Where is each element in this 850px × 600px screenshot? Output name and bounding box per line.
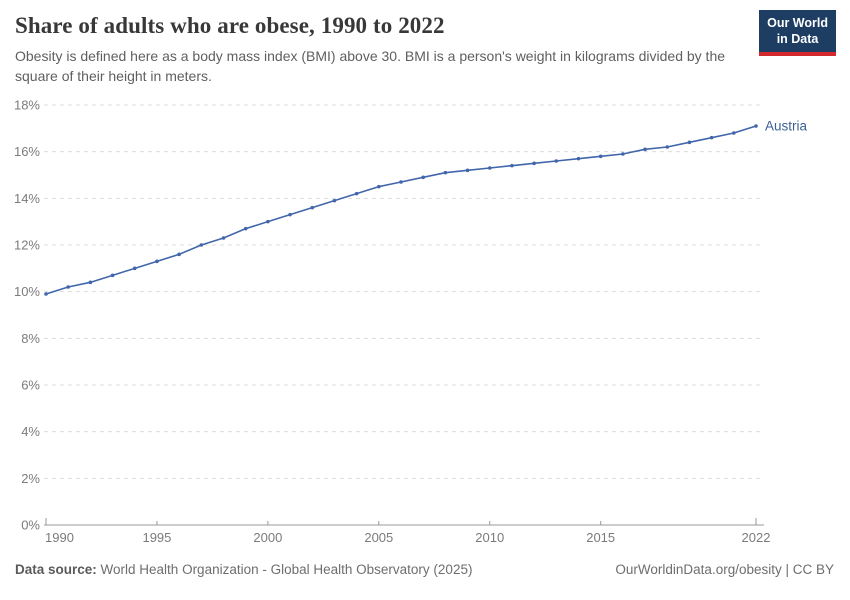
y-tick-label: 14%: [14, 190, 40, 205]
data-point[interactable]: [399, 179, 403, 184]
data-point[interactable]: [510, 163, 514, 168]
owid-logo-line2: in Data: [776, 32, 819, 47]
data-point[interactable]: [288, 212, 292, 217]
data-point[interactable]: [643, 147, 647, 151]
x-tick-label: 2000: [253, 530, 282, 545]
data-point[interactable]: [110, 273, 115, 277]
line-chart: 0% 2% 4% 6% 8% 10% 12% 14% 16% 18% 1990 1995 2000 200…: [14, 97, 808, 545]
austria-series-line[interactable]: [45, 124, 757, 295]
y-tick-label: 8%: [21, 330, 40, 345]
y-tick-label: 10%: [14, 284, 40, 299]
data-point[interactable]: [88, 280, 93, 284]
data-point[interactable]: [332, 198, 337, 203]
data-point[interactable]: [732, 130, 736, 135]
data-point[interactable]: [576, 156, 581, 161]
y-tick-label: 6%: [21, 377, 40, 392]
data-point[interactable]: [665, 144, 670, 149]
data-point[interactable]: [310, 205, 315, 210]
data-point[interactable]: [377, 184, 381, 189]
data-point[interactable]: [44, 291, 48, 296]
y-tick-label: 12%: [14, 237, 40, 252]
chart-subtitle: Obesity is defined here as a body mass i…: [15, 48, 726, 85]
data-point[interactable]: [598, 154, 603, 158]
x-tick-label: 2005: [364, 530, 393, 545]
data-point[interactable]: [243, 226, 248, 231]
y-tick-label: 18%: [14, 97, 40, 112]
data-point[interactable]: [532, 161, 536, 165]
data-point[interactable]: [754, 123, 758, 128]
data-point[interactable]: [221, 235, 226, 240]
data-point[interactable]: [621, 151, 625, 156]
data-point[interactable]: [487, 165, 492, 170]
owid-license-link[interactable]: OurWorldinData.org/obesity | CC BY: [615, 561, 834, 577]
x-tick-label: 2015: [586, 530, 615, 545]
data-point[interactable]: [66, 284, 70, 289]
y-tick-label: 0%: [21, 517, 40, 532]
page-title: Share of adults who are obese, 1990 to 2…: [15, 13, 445, 38]
chart-footer: Data source: World Health Organization -…: [0, 553, 850, 577]
data-point[interactable]: [354, 191, 359, 196]
data-point[interactable]: [421, 175, 425, 179]
chart-header: Share of adults who are obese, 1990 to 2…: [0, 0, 850, 87]
data-point[interactable]: [155, 259, 159, 263]
data-point[interactable]: [443, 170, 448, 175]
owid-logo[interactable]: Our World in Data: [759, 10, 836, 56]
data-point[interactable]: [709, 135, 714, 140]
chart-area: 0% 2% 4% 6% 8% 10% 12% 14% 16% 18% 1990 1995 2000 200…: [0, 87, 850, 553]
data-point[interactable]: [554, 158, 559, 163]
y-tick-label: 2%: [21, 470, 40, 485]
y-tick-label: 16%: [14, 144, 40, 159]
owid-logo-line1: Our World: [767, 16, 828, 30]
data-point[interactable]: [266, 219, 270, 224]
data-source-label: Data source:: [15, 561, 97, 577]
x-tick-label: 1995: [142, 530, 171, 545]
y-tick-label: 4%: [21, 424, 40, 439]
data-point[interactable]: [199, 242, 204, 247]
x-tick-label: 1990: [45, 530, 74, 545]
entity-label-austria[interactable]: Austria: [765, 118, 808, 133]
data-point[interactable]: [132, 266, 137, 270]
data-source: Data source: World Health Organization -…: [15, 562, 472, 577]
data-point[interactable]: [687, 140, 692, 144]
x-tick-label: 2022: [742, 530, 771, 545]
x-tick-label: 2010: [475, 530, 504, 545]
data-source-text: World Health Organization - Global Healt…: [96, 561, 473, 577]
data-point[interactable]: [177, 252, 181, 256]
data-point[interactable]: [465, 168, 470, 172]
